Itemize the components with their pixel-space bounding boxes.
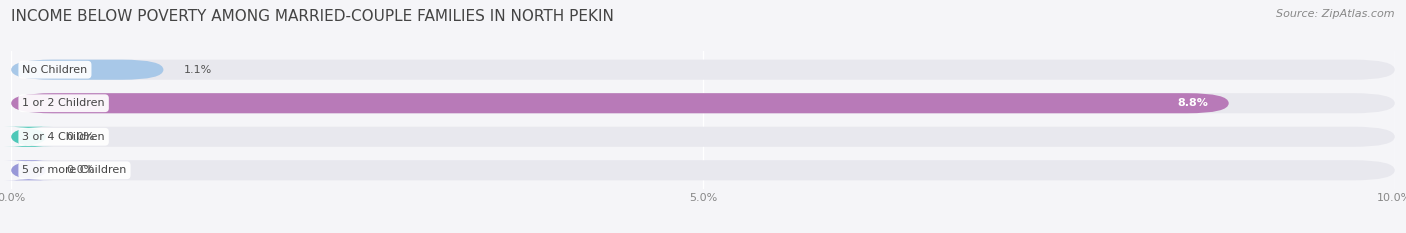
Text: 8.8%: 8.8%	[1177, 98, 1208, 108]
FancyBboxPatch shape	[4, 127, 53, 147]
FancyBboxPatch shape	[11, 60, 163, 80]
Text: 5 or more Children: 5 or more Children	[22, 165, 127, 175]
FancyBboxPatch shape	[11, 160, 1395, 180]
Text: No Children: No Children	[22, 65, 87, 75]
FancyBboxPatch shape	[11, 60, 1395, 80]
FancyBboxPatch shape	[4, 160, 53, 180]
Text: 0.0%: 0.0%	[66, 132, 94, 142]
FancyBboxPatch shape	[11, 127, 1395, 147]
FancyBboxPatch shape	[11, 93, 1395, 113]
Text: 1.1%: 1.1%	[184, 65, 212, 75]
Text: INCOME BELOW POVERTY AMONG MARRIED-COUPLE FAMILIES IN NORTH PEKIN: INCOME BELOW POVERTY AMONG MARRIED-COUPL…	[11, 9, 614, 24]
Text: 3 or 4 Children: 3 or 4 Children	[22, 132, 105, 142]
FancyBboxPatch shape	[11, 93, 1229, 113]
Text: 1 or 2 Children: 1 or 2 Children	[22, 98, 105, 108]
Text: 0.0%: 0.0%	[66, 165, 94, 175]
Text: Source: ZipAtlas.com: Source: ZipAtlas.com	[1277, 9, 1395, 19]
